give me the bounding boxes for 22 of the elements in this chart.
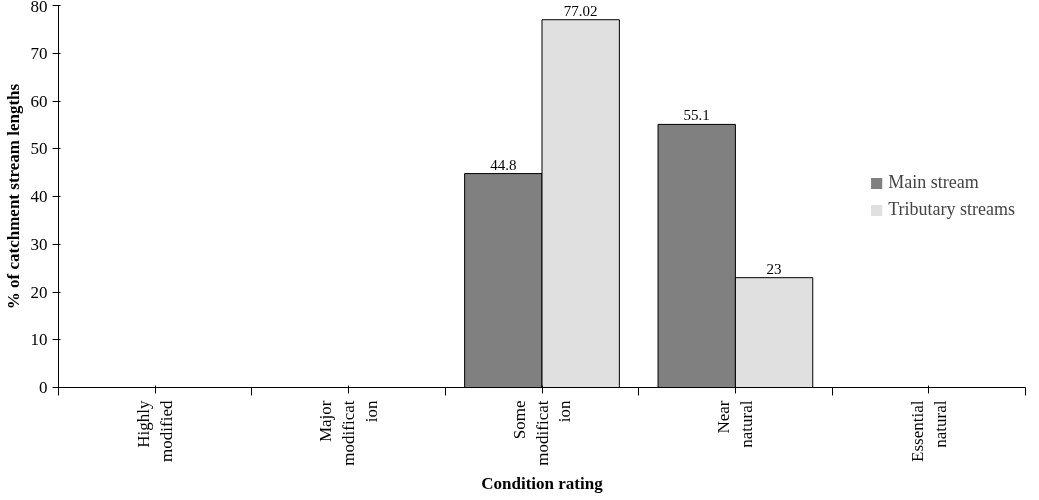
legend-label: Tributary streams	[888, 199, 1015, 220]
y-tick-label: 70	[30, 43, 48, 63]
data-label: 55.1	[683, 107, 710, 124]
data-label: 44.8	[490, 156, 517, 173]
y-tick-label: 60	[30, 91, 48, 111]
legend-label: Main stream	[888, 172, 979, 193]
data-label: 23	[766, 260, 782, 277]
x-axis-title: Condition rating	[481, 473, 604, 493]
y-axis-title: % of catchment stream lengths	[3, 83, 23, 310]
y-tick-label: 20	[30, 282, 48, 302]
x-tick-label: Highly modified	[134, 400, 177, 462]
y-tick-label: 80	[30, 0, 48, 16]
x-tick-label: Essential natural	[907, 400, 950, 462]
x-tick-label: Major modificat ion	[316, 400, 381, 466]
data-label: 77.02	[563, 2, 598, 19]
y-tick-label: 50	[30, 139, 48, 159]
y-tick-label: 40	[30, 187, 48, 206]
x-tick-label: Near natural	[714, 400, 757, 448]
y-tick-label: 0	[39, 378, 48, 397]
x-tick-label: Some modificat ion	[509, 400, 575, 466]
y-tick-label: 30	[30, 234, 48, 254]
y-tick-label: 10	[30, 330, 48, 350]
